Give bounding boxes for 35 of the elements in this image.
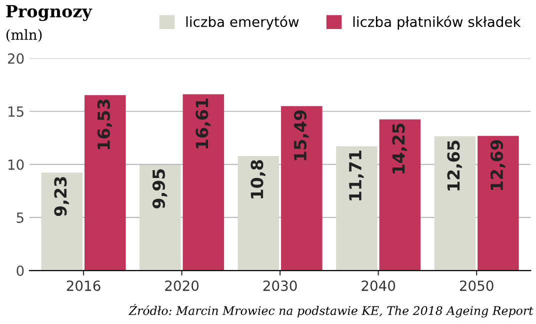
x-tick-label: 2050 (460, 280, 494, 292)
data-label: 9,23 (54, 177, 69, 216)
chart-subtitle: (mln) (6, 29, 42, 42)
bar (336, 146, 378, 271)
y-tick-label: 10 (8, 159, 24, 170)
data-label: 12,65 (447, 140, 462, 190)
data-label: 15,49 (294, 110, 309, 160)
data-label: 11,71 (349, 150, 364, 200)
y-tick-label: 5 (16, 212, 24, 223)
bar (238, 156, 280, 271)
legend-label: liczba emerytów (186, 16, 299, 30)
data-label: 10,8 (250, 160, 266, 198)
x-tick-label: 2016 (66, 280, 100, 292)
bar (140, 164, 181, 271)
y-tick-label: 15 (8, 106, 24, 117)
x-tick-label: 2030 (263, 280, 297, 292)
x-tick-label: 2040 (362, 280, 396, 292)
chart-title: Prognozy (6, 5, 92, 21)
bar (84, 95, 126, 271)
y-tick-label: 0 (16, 266, 24, 276)
bar (281, 106, 322, 271)
x-tick-label: 2020 (165, 280, 199, 292)
data-label: 9,95 (152, 169, 168, 208)
data-label: 12,69 (490, 140, 506, 190)
legend-label: liczba płatników składek (353, 16, 521, 30)
bar (379, 119, 421, 271)
bar (434, 136, 476, 271)
bar (478, 136, 519, 271)
bar (182, 94, 224, 271)
data-label: 16,61 (196, 98, 210, 148)
data-label: 14,25 (392, 124, 407, 174)
text: Źródło: Marcin Mrowiec na podstawie KE, The 2018 Ageing Report (128, 304, 534, 318)
bar (41, 172, 83, 271)
y-tick-label: 20 (8, 53, 24, 64)
data-label: 16,53 (97, 100, 112, 150)
